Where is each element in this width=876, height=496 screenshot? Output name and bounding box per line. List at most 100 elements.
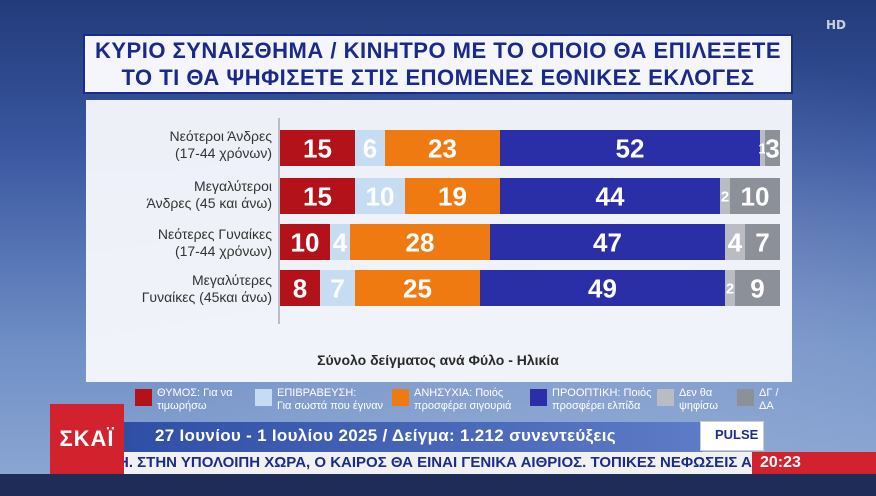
- bar-segment-reward: [320, 270, 355, 306]
- bar-segment-reward: [330, 224, 350, 260]
- data-label-dk-na: 9: [750, 273, 764, 303]
- legend-label-line: προσφέρει ελπίδα: [552, 400, 641, 412]
- bar-segment-dk-na: [765, 130, 780, 166]
- chart-title: ΚΥΡΙΟ ΣΥΝΑΙΣΘΗΜΑ / ΚΙΝΗΤΡΟ ΜΕ ΤΟ ΟΠΟΙΟ Θ…: [83, 34, 793, 94]
- title-line-2: ΤΟ ΤΙ ΘΑ ΨΗΦΙΣΕΤΕ ΣΤΙΣ ΕΠΟΜΕΝΕΣ ΕΘΝΙΚΕΣ …: [121, 65, 755, 90]
- row-label-young-men: Νεότεροι Άνδρες (17-44 χρόνων): [96, 128, 272, 162]
- legend-label-line: τιμωρήσω: [157, 400, 207, 412]
- row-label-young-women: Νεότερες Γυναίκες (17-44 χρόνων): [96, 226, 272, 260]
- legend-label-line: ΔΓ /: [759, 387, 779, 399]
- legend-swatch: [392, 389, 409, 406]
- legend-swatch: [135, 389, 152, 406]
- data-label-not-vote: 2: [721, 188, 729, 205]
- row-label-line: Νεότερες Γυναίκες: [157, 226, 272, 242]
- pollster-logo: PULSE: [700, 421, 764, 451]
- data-label-not-vote: 1: [758, 140, 766, 157]
- row-label-line: Μεγαλύτεροι: [194, 178, 272, 194]
- bar-segment-worry: [355, 270, 480, 306]
- row-label-line: Άνδρες (45 και άνω): [146, 195, 272, 211]
- data-label-dk-na: 10: [741, 181, 770, 211]
- legend: ΘΥΜΟΣ: Για να τιμωρήσω ΕΠΙΒΡΑΒΕΥΣΗ: Για σωσ…: [0, 382, 876, 422]
- bottom-strip: [0, 474, 876, 496]
- legend-label-line: ΘΥΜΟΣ: Για να: [157, 387, 233, 399]
- row-label-older-women: Μεγαλύτερες Γυναίκες (45και άνω): [96, 272, 272, 306]
- data-label-worry: 28: [406, 227, 435, 257]
- axis-separator: [278, 118, 280, 324]
- legend-label-line: ΠΡΟΟΠΤΙΚΗ: Ποιός: [552, 387, 652, 399]
- chart-subtitle: Σύνολο δείγματος ανά Φύλο - Ηλικία: [317, 352, 559, 368]
- legend-label: ΑΝΗΣΥΧΙΑ: Ποιός προσφέρει σιγουριά: [414, 387, 544, 413]
- data-label-prospect: 52: [616, 133, 645, 163]
- legend-label-line: ψηφίσω: [679, 400, 718, 412]
- legend-label: ΕΠΙΒΡΑΒΕΥΣΗ: Για σωστά που έγιναν: [277, 387, 407, 413]
- data-label-reward: 10: [366, 181, 395, 211]
- data-label-reward: 4: [333, 227, 348, 257]
- bar-segment-worry: [405, 178, 500, 214]
- data-label-anger: 15: [303, 133, 332, 163]
- info-bar: [124, 422, 702, 452]
- data-label-worry: 19: [438, 181, 467, 211]
- legend-swatch: [737, 389, 754, 406]
- row-label-line: Μεγαλύτερες: [191, 272, 272, 288]
- news-ticker: Η. ΣΤΗΝ ΥΠΟΛΟΙΠΗ ΧΩΡΑ, Ο ΚΑΙΡΟΣ ΘΑ ΕΙΝΑΙ…: [124, 452, 752, 474]
- data-label-anger: 15: [303, 181, 332, 211]
- pollster-logo-text: PULSE: [715, 427, 759, 442]
- bar-segment-prospect: [480, 270, 725, 306]
- legend-label-line: ΑΝΗΣΥΧΙΑ: Ποιός: [414, 387, 504, 399]
- legend-swatch: [530, 389, 547, 406]
- bar-segment-dk-na: [735, 270, 780, 306]
- bar-segment-anger: [280, 224, 330, 260]
- channel-logo: ΣΚΑΪ: [50, 404, 124, 474]
- bar-segment-not-vote: [760, 130, 765, 166]
- legend-label-line: Για σωστά που έγιναν: [277, 400, 384, 412]
- clock: 20:23: [752, 452, 876, 474]
- bar-segment-reward: [355, 130, 385, 166]
- bar-segment-reward: [355, 178, 405, 214]
- data-label-prospect: 47: [593, 227, 622, 257]
- hd-badge: HD: [825, 18, 846, 32]
- bar-segment-not-vote: [725, 224, 745, 260]
- legend-label: ΠΡΟΟΠΤΙΚΗ: Ποιός προσφέρει ελπίδα: [552, 387, 682, 413]
- bar-segment-anger: [280, 178, 355, 214]
- data-label-prospect: 49: [588, 273, 617, 303]
- data-label-prospect: 44: [596, 181, 625, 211]
- bar-segment-prospect: [500, 130, 760, 166]
- bar-segment-worry: [350, 224, 490, 260]
- data-label-dk-na: 7: [755, 227, 769, 257]
- bar-segment-prospect: [500, 178, 720, 214]
- bar-segment-anger: [280, 270, 320, 306]
- legend-label-line: Δεν θα: [679, 387, 713, 399]
- row-label-line: Νεότεροι Άνδρες: [169, 128, 272, 144]
- legend-label-line: ΕΠΙΒΡΑΒΕΥΣΗ:: [277, 387, 357, 399]
- data-label-worry: 23: [428, 133, 457, 163]
- bar-segment-anger: [280, 130, 355, 166]
- legend-swatch: [657, 389, 674, 406]
- data-label-not-vote: 2: [726, 280, 734, 297]
- bar-segment-worry: [385, 130, 500, 166]
- data-label-reward: 7: [330, 273, 344, 303]
- legend-label: Δεν θα ψηφίσω: [679, 387, 809, 413]
- data-label-not-vote: 4: [728, 227, 743, 257]
- bar-segment-not-vote: [725, 270, 735, 306]
- data-label-reward: 6: [363, 133, 377, 163]
- row-label-line: (17-44 χρόνων): [174, 145, 272, 161]
- bar-segment-prospect: [490, 224, 725, 260]
- bar-segment-dk-na: [730, 178, 780, 214]
- row-label-older-men: Μεγαλύτεροι Άνδρες (45 και άνω): [96, 178, 272, 212]
- row-label-line: (17-44 χρόνων): [174, 243, 272, 259]
- row-label-line: Γυναίκες (45και άνω): [141, 289, 272, 305]
- legend-label: ΔΓ / ΔΑ: [759, 387, 876, 413]
- legend-swatch: [255, 389, 272, 406]
- legend-label: ΘΥΜΟΣ: Για να τιμωρήσω: [157, 387, 287, 413]
- survey-info: 27 Ιουνίου - 1 Ιουλίου 2025 / Δείγμα: 1.…: [155, 426, 616, 445]
- title-line-1: ΚΥΡΙΟ ΣΥΝΑΙΣΘΗΜΑ / ΚΙΝΗΤΡΟ ΜΕ ΤΟ ΟΠΟΙΟ Θ…: [94, 38, 781, 63]
- data-label-anger: 10: [291, 227, 320, 257]
- bar-segment-not-vote: [720, 178, 730, 214]
- data-label-anger: 8: [293, 273, 307, 303]
- data-label-worry: 25: [403, 273, 432, 303]
- data-label-dk-na: 3: [765, 133, 779, 163]
- bar-segment-dk-na: [745, 224, 780, 260]
- legend-label-line: προσφέρει σιγουριά: [414, 400, 512, 412]
- ticker-text: Η. ΣΤΗΝ ΥΠΟΛΟΙΠΗ ΧΩΡΑ, Ο ΚΑΙΡΟΣ ΘΑ ΕΙΝΑΙ…: [124, 454, 752, 471]
